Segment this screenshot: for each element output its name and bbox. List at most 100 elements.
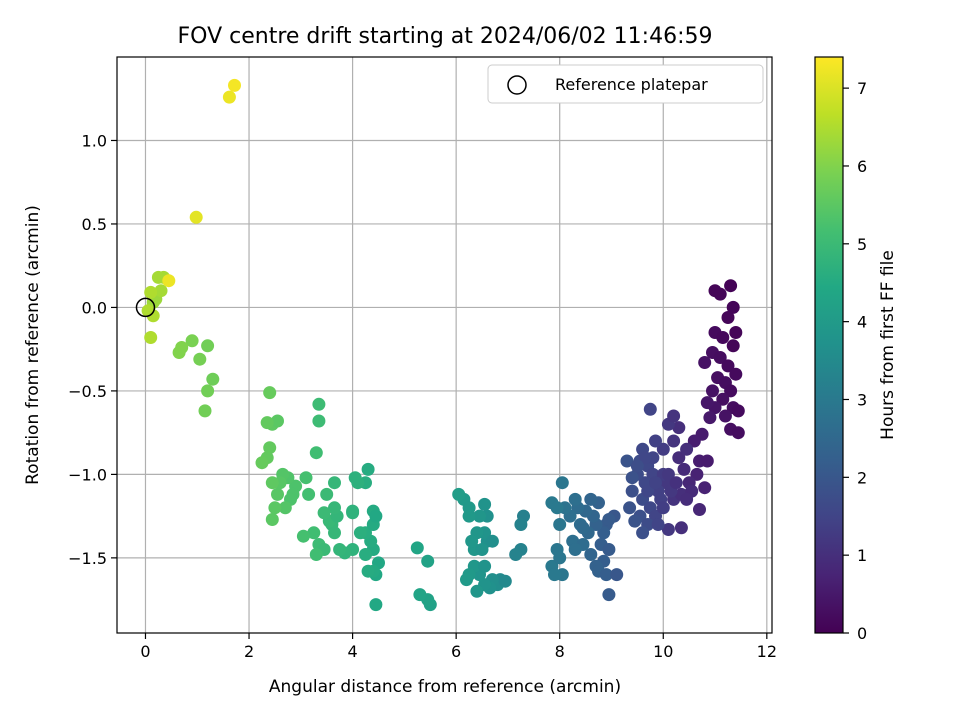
colorbar-tick-label: 5 xyxy=(857,235,867,254)
data-point xyxy=(661,467,675,481)
data-point xyxy=(296,529,310,543)
data-point xyxy=(680,492,694,506)
colorbar-tick-label: 6 xyxy=(857,157,867,176)
data-point xyxy=(475,543,489,556)
data-point xyxy=(550,501,564,515)
scatter-points xyxy=(141,78,745,612)
data-point xyxy=(620,454,634,468)
data-point xyxy=(312,414,326,428)
data-point xyxy=(146,309,160,323)
data-point xyxy=(726,300,740,314)
data-point xyxy=(189,210,203,224)
data-point xyxy=(729,367,743,381)
data-point xyxy=(584,492,598,506)
data-point xyxy=(369,598,383,612)
data-point xyxy=(206,372,220,386)
data-point xyxy=(548,568,561,582)
colorbar-ticks: 0 1 2 3 4 5 6 7 xyxy=(843,79,867,643)
data-point xyxy=(307,526,321,540)
data-point xyxy=(641,484,655,498)
data-point xyxy=(649,434,662,448)
data-point xyxy=(680,442,694,456)
x-tick-label: 0 xyxy=(140,642,150,661)
data-point xyxy=(672,421,686,435)
y-tick-label: −1.0 xyxy=(68,465,107,484)
data-point xyxy=(553,518,567,531)
data-point xyxy=(669,476,683,490)
data-point xyxy=(413,588,427,602)
data-point xyxy=(630,459,644,473)
data-point xyxy=(201,384,215,398)
data-point xyxy=(309,446,323,460)
data-point xyxy=(656,442,670,456)
data-point xyxy=(656,501,670,515)
data-point xyxy=(144,285,158,299)
data-point xyxy=(312,397,326,411)
chart-title: FOV centre drift starting at 2024/06/02 … xyxy=(178,24,713,49)
data-point xyxy=(193,352,207,366)
grid-lines xyxy=(117,57,772,633)
colorbar-tick-label: 2 xyxy=(857,468,867,487)
data-point xyxy=(271,414,284,428)
data-point xyxy=(667,409,681,423)
data-point xyxy=(263,386,277,400)
data-point xyxy=(700,396,714,410)
data-point xyxy=(636,526,650,540)
colorbar: 0 1 2 3 4 5 6 7 Hours from first FF file xyxy=(814,56,898,643)
data-point xyxy=(610,568,624,582)
data-point xyxy=(625,471,639,485)
data-point xyxy=(369,509,383,523)
data-point xyxy=(693,503,706,516)
data-point xyxy=(410,541,424,555)
data-point xyxy=(514,518,528,531)
data-point xyxy=(623,501,637,515)
data-point xyxy=(602,543,616,556)
data-point xyxy=(625,484,639,498)
data-point xyxy=(421,554,435,568)
data-point xyxy=(255,456,269,470)
data-point xyxy=(478,497,492,511)
plot-frame xyxy=(116,56,773,634)
data-point xyxy=(278,501,292,515)
data-point xyxy=(731,404,745,418)
data-point xyxy=(361,564,375,578)
colorbar-tick-label: 1 xyxy=(857,546,867,565)
data-point xyxy=(228,78,241,92)
data-point xyxy=(470,584,484,598)
data-point xyxy=(144,331,158,344)
data-point xyxy=(568,543,582,556)
data-point xyxy=(716,392,730,406)
x-tick-label: 2 xyxy=(244,642,254,661)
data-point xyxy=(162,274,176,288)
data-point xyxy=(726,339,740,353)
data-point xyxy=(713,351,727,364)
data-point xyxy=(172,346,186,359)
colorbar-gradient xyxy=(814,56,844,634)
data-point xyxy=(700,454,714,468)
data-point xyxy=(638,451,652,465)
data-point xyxy=(568,492,582,506)
data-point xyxy=(317,506,331,520)
data-point xyxy=(661,523,675,536)
data-point xyxy=(271,487,284,501)
data-point xyxy=(452,487,466,501)
data-point xyxy=(718,409,732,423)
data-point xyxy=(651,518,665,531)
data-point xyxy=(724,384,738,398)
data-point xyxy=(353,526,367,540)
x-tick-label: 4 xyxy=(347,642,357,661)
data-point xyxy=(260,416,274,430)
data-point xyxy=(328,501,341,515)
y-tick-label: −1.5 xyxy=(68,549,107,568)
colorbar-tick-label: 4 xyxy=(857,313,867,332)
data-point xyxy=(320,487,334,501)
x-tick-label: 12 xyxy=(757,642,777,661)
data-point xyxy=(185,334,199,348)
reference-marker xyxy=(135,297,156,318)
data-point xyxy=(706,384,719,398)
legend-label: Reference platepar xyxy=(555,75,708,94)
data-point xyxy=(597,526,611,540)
data-point xyxy=(602,588,616,602)
data-point xyxy=(731,426,745,440)
